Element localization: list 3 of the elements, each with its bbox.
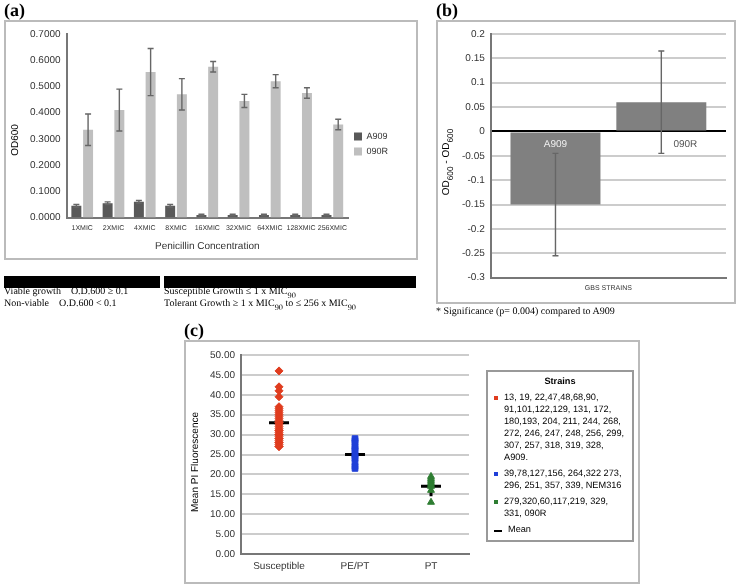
chart-title: (c) <box>184 320 206 340</box>
chart-title: (b) <box>436 0 460 20</box>
chart-title: (a) <box>4 0 27 20</box>
